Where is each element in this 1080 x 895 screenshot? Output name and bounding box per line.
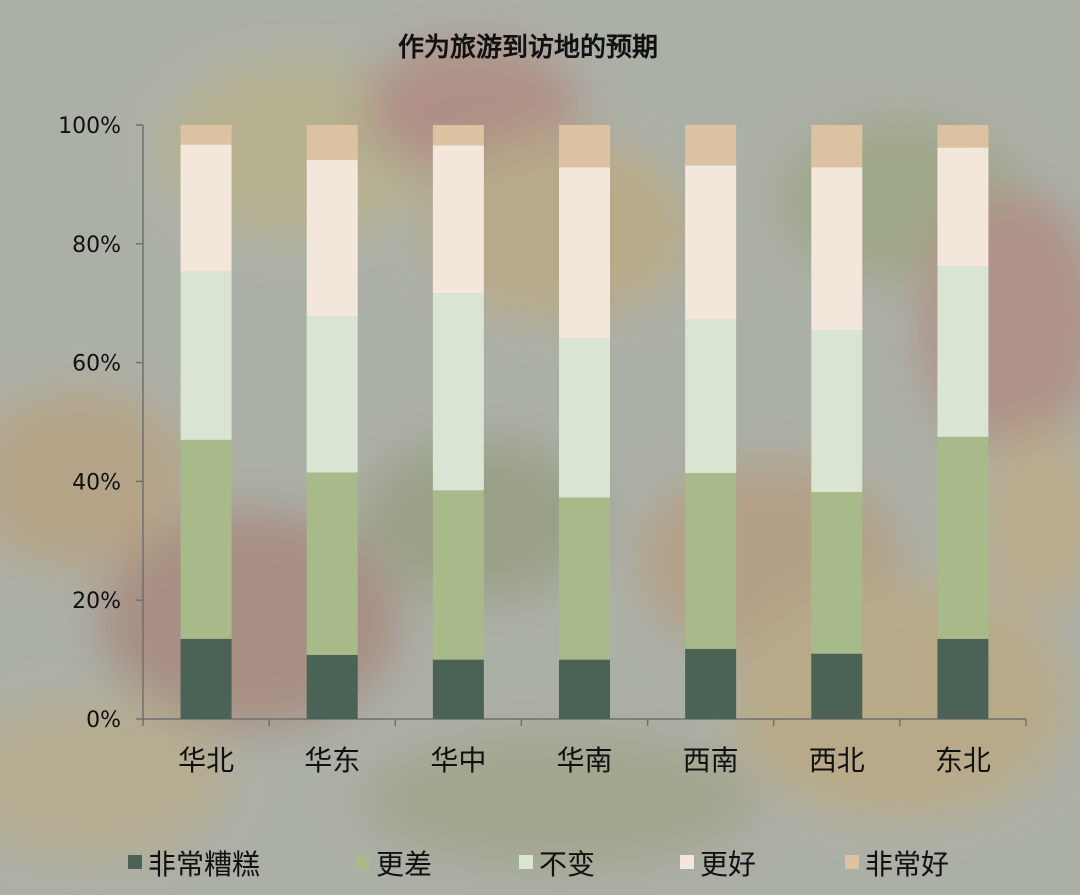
y-tick-label: 40% xyxy=(72,470,121,495)
bar-segment-1 xyxy=(937,436,989,639)
bar-segment-4 xyxy=(937,125,989,148)
legend-label: 非常好 xyxy=(865,848,949,881)
bar-segment-2 xyxy=(180,271,232,440)
bar-segment-4 xyxy=(559,125,610,168)
bar-segment-3 xyxy=(306,160,358,317)
bar-segment-0 xyxy=(559,659,610,719)
x-category-label: 华东 xyxy=(304,744,360,777)
y-tick-label: 60% xyxy=(72,352,121,377)
bar-segment-4 xyxy=(685,125,737,166)
bar-segment-2 xyxy=(432,293,484,491)
bar-segment-1 xyxy=(811,492,863,654)
bar-segment-3 xyxy=(937,147,989,267)
bar-segment-4 xyxy=(180,125,232,145)
legend-swatch xyxy=(356,855,370,869)
legend-swatch xyxy=(680,855,694,869)
bar-segment-2 xyxy=(937,266,989,437)
bar-segment-1 xyxy=(180,439,232,639)
bar-segment-2 xyxy=(685,319,737,474)
legend: 非常糟糕 更差 不变 更好 非常好 xyxy=(128,848,949,881)
bar-segment-0 xyxy=(937,638,989,719)
plot-area: 0% 20% 40% 60% 80% 100% 华北 华东 华中 华南 西南 西北 东北 xyxy=(58,114,1027,777)
bar-segment-4 xyxy=(811,125,863,168)
bar-segment-4 xyxy=(432,125,484,146)
legend-swatch xyxy=(128,855,142,869)
bar-segment-0 xyxy=(306,654,358,719)
bar-segment-3 xyxy=(559,167,610,339)
legend-label: 非常糟糕 xyxy=(148,848,260,881)
y-tick-label: 0% xyxy=(86,708,121,733)
bar-segment-0 xyxy=(180,638,232,719)
legend-label: 更好 xyxy=(700,848,756,881)
bar-segment-4 xyxy=(306,125,358,161)
bar-segment-1 xyxy=(432,490,484,660)
legend-swatch xyxy=(845,855,859,869)
x-category-label: 华北 xyxy=(178,744,234,777)
bar-segment-1 xyxy=(559,497,610,660)
bar-segment-1 xyxy=(685,473,737,649)
bar-segment-3 xyxy=(432,145,484,294)
x-category-label: 华南 xyxy=(556,744,612,777)
y-tick-label: 80% xyxy=(72,233,121,258)
legend-label: 不变 xyxy=(539,848,595,881)
x-category-label: 西南 xyxy=(683,744,739,777)
bar-segment-0 xyxy=(685,648,737,719)
bar-segment-2 xyxy=(559,338,610,498)
y-tick-label: 20% xyxy=(72,589,121,614)
bar-segment-0 xyxy=(432,659,484,719)
legend-label: 更差 xyxy=(376,848,432,881)
bar-segment-3 xyxy=(811,167,863,330)
bar-segment-0 xyxy=(811,653,863,719)
bar-segment-3 xyxy=(685,165,737,320)
bar-segment-1 xyxy=(306,472,358,655)
x-category-label: 华中 xyxy=(430,744,486,777)
bar-segment-3 xyxy=(180,144,232,272)
bar-segment-2 xyxy=(811,329,863,493)
bar-segment-2 xyxy=(306,316,358,473)
chart-title: 作为旅游到访地的预期 xyxy=(398,32,658,63)
y-tick-label: 100% xyxy=(58,114,121,139)
legend-swatch xyxy=(519,855,533,869)
x-category-label: 东北 xyxy=(935,744,991,777)
x-category-label: 西北 xyxy=(809,744,865,777)
